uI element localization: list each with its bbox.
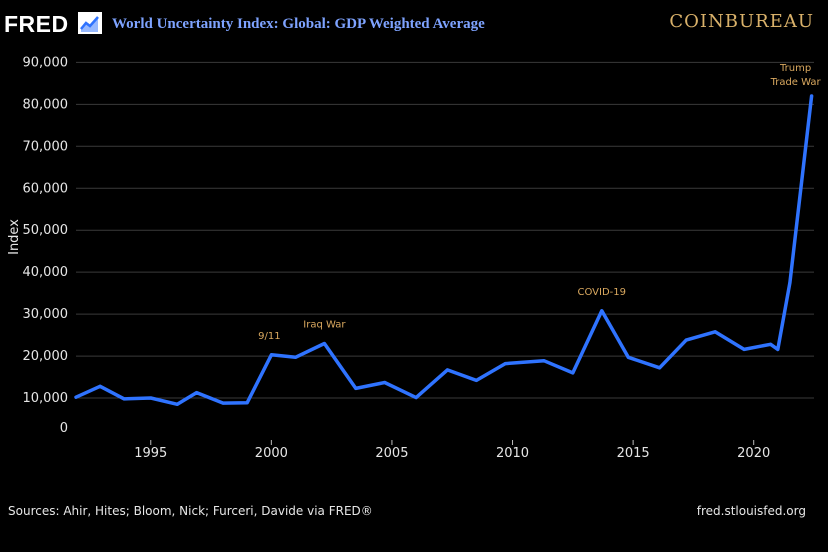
annotation-label: 9/11 <box>258 331 280 342</box>
data-point <box>322 342 326 345</box>
annotation-label: Iraq War <box>303 320 346 331</box>
y-tick-label: 80,000 <box>23 97 69 112</box>
sources-note: Sources: Ahir, Hites; Bloom, Nick; Furce… <box>8 504 373 518</box>
data-point <box>122 397 126 401</box>
y-tick-label: 50,000 <box>23 223 69 238</box>
data-point <box>383 381 387 385</box>
fred-url: fred.stlouisfed.org <box>696 504 806 518</box>
data-point <box>503 362 507 366</box>
data-point <box>354 386 358 390</box>
y-tick-label: 30,000 <box>23 307 69 322</box>
y-axis-ticks: 0 10,000 20,000 30,000 40,000 50,000 60,000 70,… <box>23 55 69 436</box>
data-point <box>542 359 546 363</box>
data-point <box>221 401 225 405</box>
y-tick-label: 0 <box>60 421 68 436</box>
header: FRED World Uncertainty Index: Global: GD… <box>0 0 828 50</box>
annotations: 9/11 Iraq War COVID-19 Trump Trade War <box>258 63 821 342</box>
grid <box>76 61 814 399</box>
data-point <box>98 384 102 388</box>
data-point <box>788 281 792 285</box>
data-point <box>175 402 179 406</box>
chart-trend-icon <box>78 12 102 34</box>
data-point <box>626 355 630 359</box>
annotation-label: Trump <box>779 63 811 74</box>
data-point <box>414 396 418 400</box>
x-axis-ticks: 1995 2000 2005 2010 2015 2020 <box>134 440 770 461</box>
x-tick-label: 2020 <box>737 446 770 461</box>
data-point <box>658 366 662 370</box>
data-point <box>742 347 746 351</box>
y-tick-label: 40,000 <box>23 265 69 280</box>
fred-logo: FRED <box>4 11 69 37</box>
y-tick-label: 20,000 <box>23 349 69 364</box>
data-point <box>269 353 273 357</box>
y-tick-label: 90,000 <box>23 55 69 70</box>
chart-title: World Uncertainty Index: Global: GDP Wei… <box>112 16 485 32</box>
x-tick-label: 2015 <box>617 446 650 461</box>
y-axis-label: Index <box>7 219 22 255</box>
data-point <box>149 396 153 400</box>
y-tick-label: 60,000 <box>23 181 69 196</box>
data-point <box>684 338 688 342</box>
x-tick-label: 2010 <box>496 446 529 461</box>
data-point <box>769 342 773 346</box>
data-point <box>810 94 814 98</box>
data-point <box>571 371 575 375</box>
data-point <box>74 395 78 399</box>
series-line <box>74 94 814 407</box>
data-point <box>776 347 780 351</box>
data-points <box>74 94 814 406</box>
x-tick-label: 2005 <box>375 446 408 461</box>
x-tick-label: 1995 <box>134 446 167 461</box>
annotation-label: COVID-19 <box>578 287 627 298</box>
data-point <box>245 401 249 405</box>
data-point <box>445 368 449 372</box>
data-point <box>195 391 199 395</box>
data-point <box>600 309 604 313</box>
y-tick-label: 70,000 <box>23 139 69 154</box>
data-point <box>474 378 478 382</box>
data-point <box>713 330 717 334</box>
x-tick-label: 2000 <box>255 446 288 461</box>
annotation-label: Trade War <box>770 77 822 88</box>
y-tick-label: 10,000 <box>23 391 69 406</box>
data-point <box>293 355 297 359</box>
brand-logo: COINBUREAU <box>669 11 814 32</box>
